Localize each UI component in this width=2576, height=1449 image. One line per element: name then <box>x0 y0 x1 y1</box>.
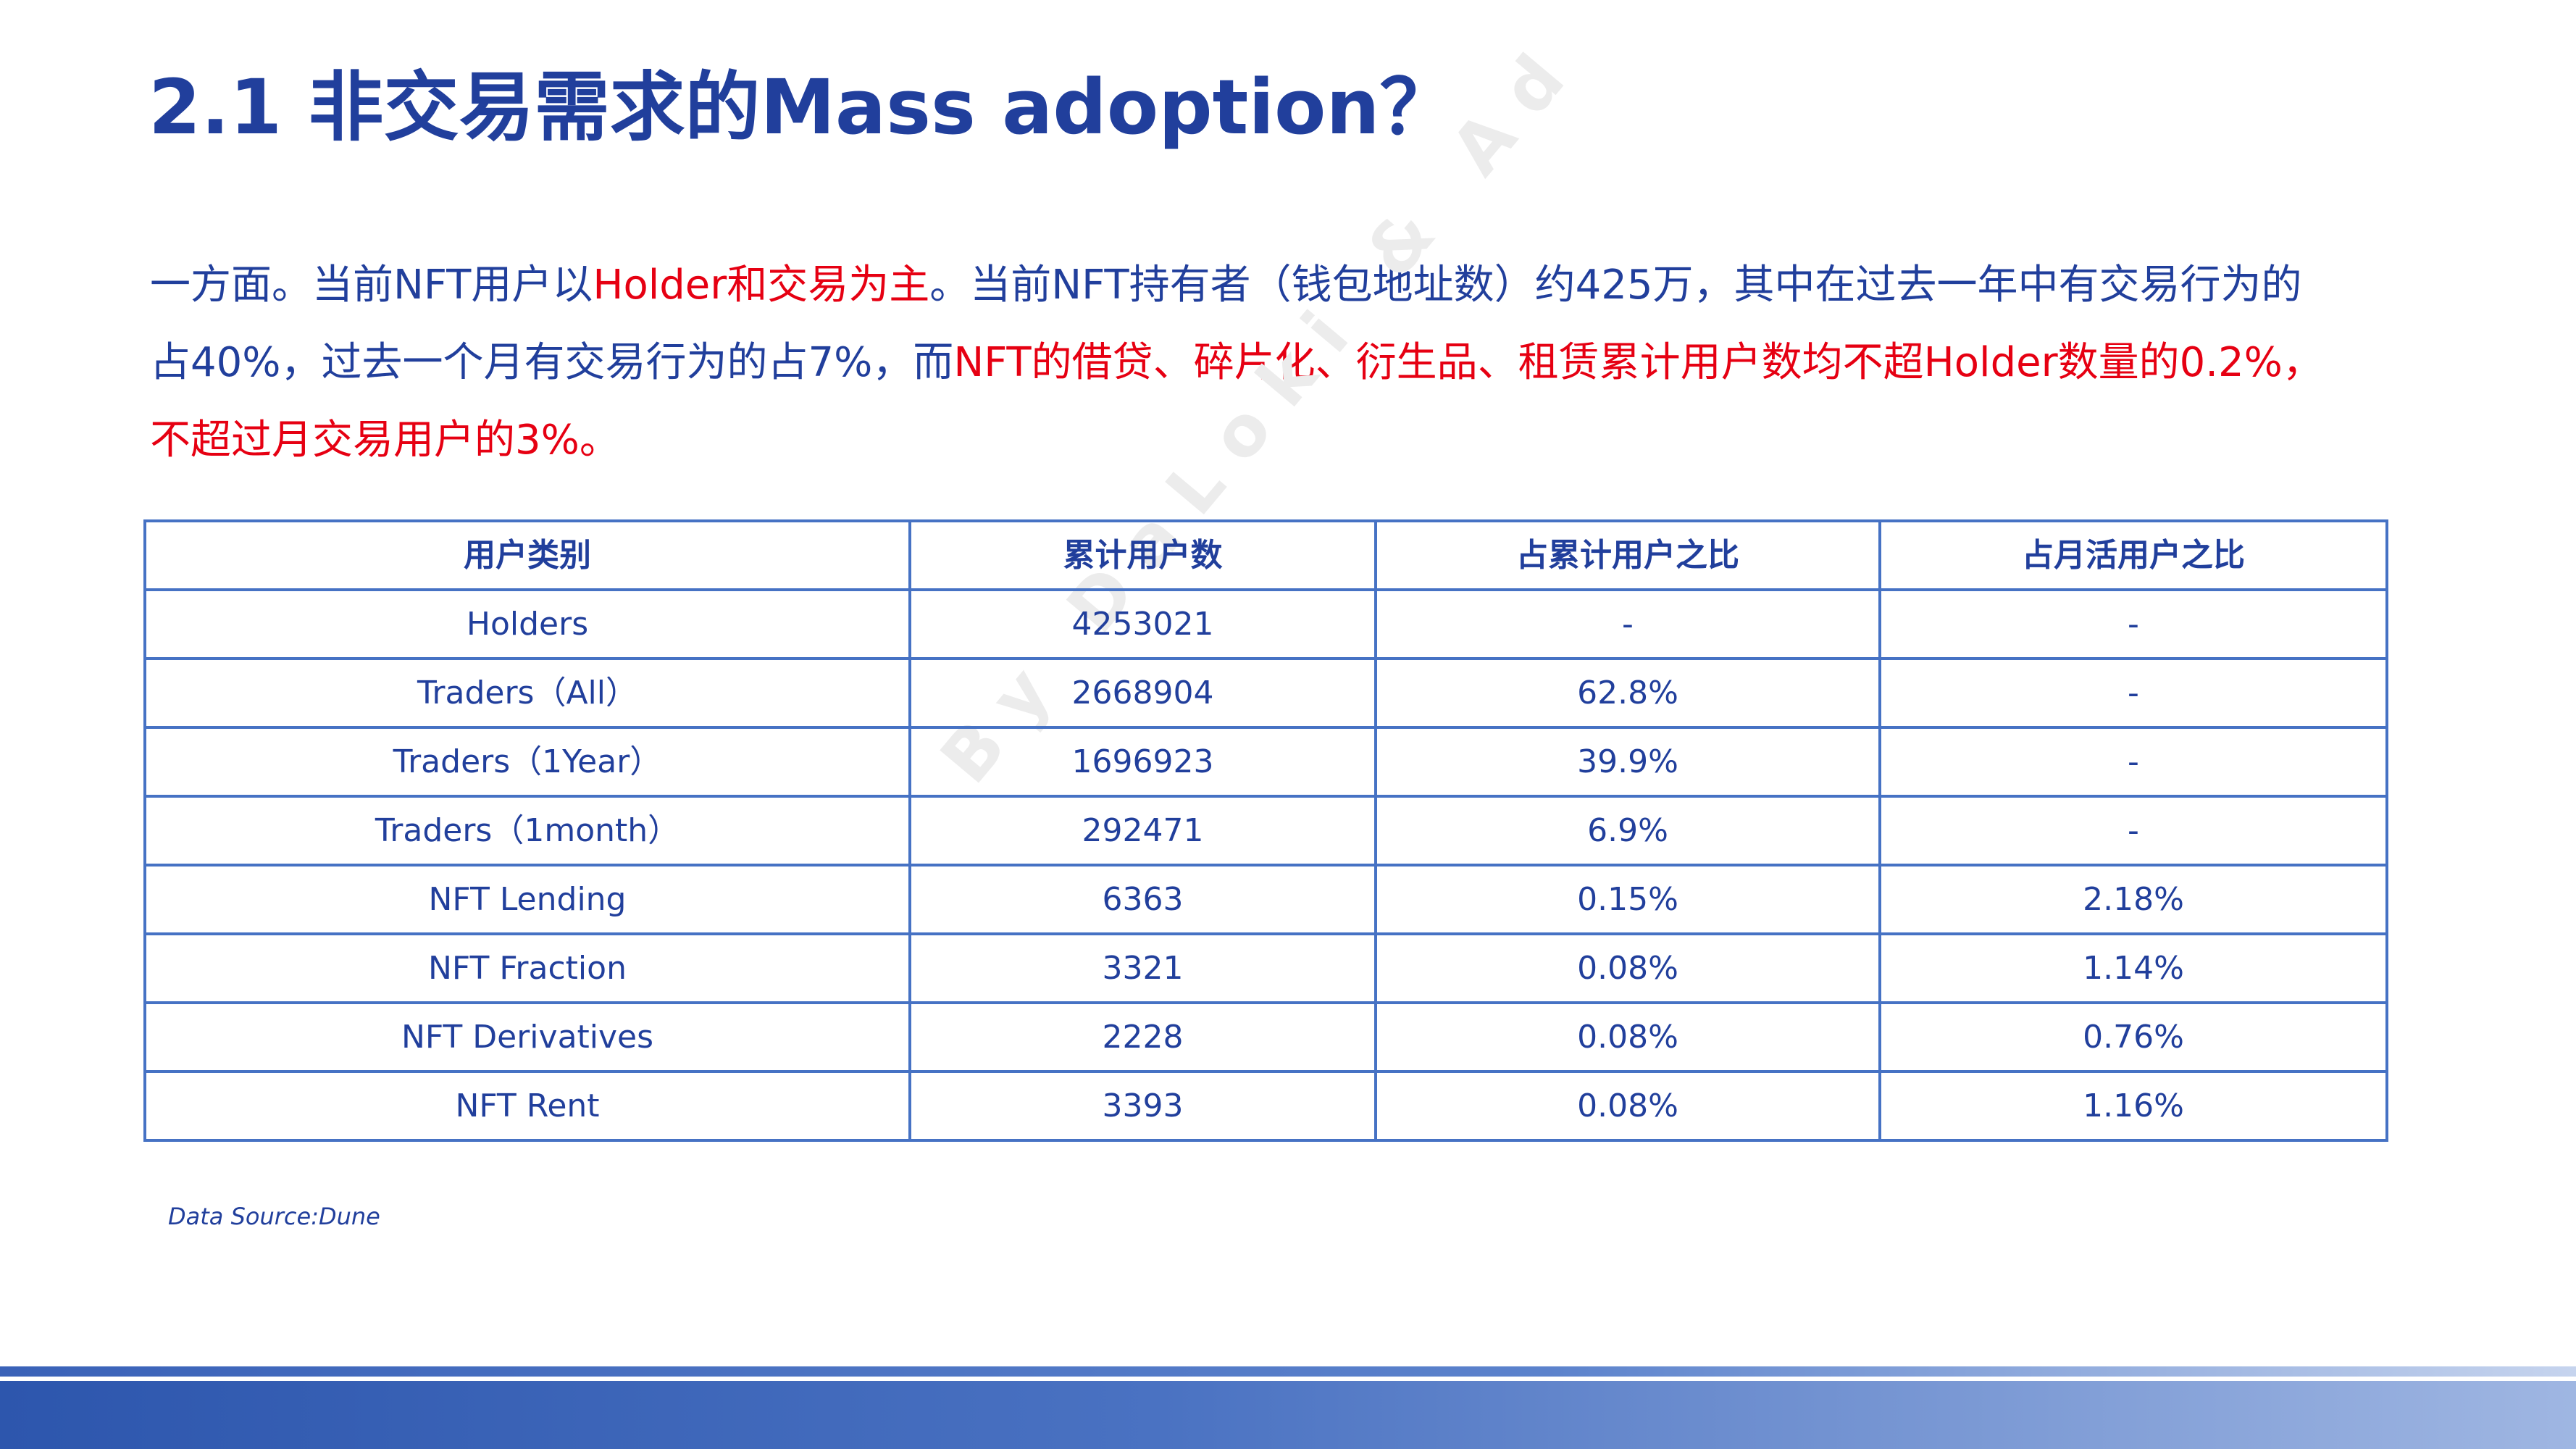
cell-cumulative-share: 0.08% <box>1374 932 1881 1004</box>
cell-users: 1696923 <box>908 726 1377 798</box>
cell-monthly-share: 2.18% <box>1878 864 2388 935</box>
para-line3-highlight: 不超过月交易用户的3% <box>150 417 580 464</box>
cell-monthly-share: 0.76% <box>1878 1001 2388 1073</box>
cell-cumulative-share: 62.8% <box>1374 657 1881 729</box>
para-line1-b: 。当前NFT持有者（钱包地址数）约425万，其中在过去一年中有交易行为的 <box>929 262 2302 309</box>
cell-cumulative-share: 0.08% <box>1374 1070 1881 1142</box>
para-line3-end: 。 <box>579 417 620 464</box>
cell-cumulative-share: 39.9% <box>1374 726 1881 798</box>
cell-category: NFT Fraction <box>143 932 911 1004</box>
cell-users: 3321 <box>908 932 1377 1004</box>
cell-cumulative-share: 0.15% <box>1374 864 1881 935</box>
para-line1-highlight: Holder和交易为主 <box>593 262 930 309</box>
cell-monthly-share: - <box>1878 726 2388 798</box>
cell-category: Holders <box>143 588 911 660</box>
table-row: Holders 4253021 - - <box>143 588 2388 660</box>
table-row: NFT Derivatives 2228 0.08% 0.76% <box>143 1001 2388 1073</box>
cell-users: 3393 <box>908 1070 1377 1142</box>
cell-cumulative-share: - <box>1374 588 1881 660</box>
header-share-of-cumulative: 占累计用户之比 <box>1374 519 1881 591</box>
header-user-category: 用户类别 <box>143 519 911 591</box>
table-row: Traders（All） 2668904 62.8% - <box>143 657 2388 729</box>
cell-users: 2668904 <box>908 657 1377 729</box>
user-stats-table: 用户类别 累计用户数 占累计用户之比 占月活用户之比 Holders 42530… <box>143 519 2388 1142</box>
cell-users: 6363 <box>908 864 1377 935</box>
intro-paragraph: 一方面。当前NFT用户以Holder和交易为主。当前NFT持有者（钱包地址数）约… <box>150 246 2432 479</box>
cell-users: 292471 <box>908 795 1377 867</box>
footer-gap <box>0 1377 2576 1381</box>
cell-cumulative-share: 6.9% <box>1374 795 1881 867</box>
cell-monthly-share: 1.14% <box>1878 932 2388 1004</box>
para-line2-a: 占40%，过去一个月有交易行为的占7%，而 <box>150 339 954 386</box>
cell-category: Traders（All） <box>143 657 911 729</box>
data-source-note: Data Source:Dune <box>168 1203 380 1230</box>
cell-category: NFT Rent <box>143 1070 911 1142</box>
cell-monthly-share: - <box>1878 588 2388 660</box>
table-row: Traders（1Year） 1696923 39.9% - <box>143 726 2388 798</box>
table-row: NFT Lending 6363 0.15% 2.18% <box>143 864 2388 935</box>
para-line1-a: 一方面。当前NFT用户以 <box>150 262 593 309</box>
para-line2-highlight: NFT的借贷、碎片化、衍生品、租赁累计用户数均不超Holder数量的0.2%， <box>953 339 2323 386</box>
footer-band <box>0 1381 2576 1449</box>
table-header-row: 用户类别 累计用户数 占累计用户之比 占月活用户之比 <box>143 519 2388 591</box>
cell-users: 2228 <box>908 1001 1377 1073</box>
cell-category: Traders（1Year） <box>143 726 911 798</box>
page-title: 2.1 非交易需求的Mass adoption？ <box>149 63 1455 151</box>
cell-cumulative-share: 0.08% <box>1374 1001 1881 1073</box>
header-share-of-monthly-active: 占月活用户之比 <box>1878 519 2388 591</box>
header-cumulative-users: 累计用户数 <box>908 519 1377 591</box>
cell-monthly-share: 1.16% <box>1878 1070 2388 1142</box>
cell-category: NFT Lending <box>143 864 911 935</box>
cell-users: 4253021 <box>908 588 1377 660</box>
cell-category: NFT Derivatives <box>143 1001 911 1073</box>
footer-accent-line <box>0 1366 2576 1377</box>
table-row: Traders（1month） 292471 6.9% - <box>143 795 2388 867</box>
table-row: NFT Rent 3393 0.08% 1.16% <box>143 1070 2388 1142</box>
table-row: NFT Fraction 3321 0.08% 1.14% <box>143 932 2388 1004</box>
cell-category: Traders（1month） <box>143 795 911 867</box>
cell-monthly-share: - <box>1878 795 2388 867</box>
cell-monthly-share: - <box>1878 657 2388 729</box>
